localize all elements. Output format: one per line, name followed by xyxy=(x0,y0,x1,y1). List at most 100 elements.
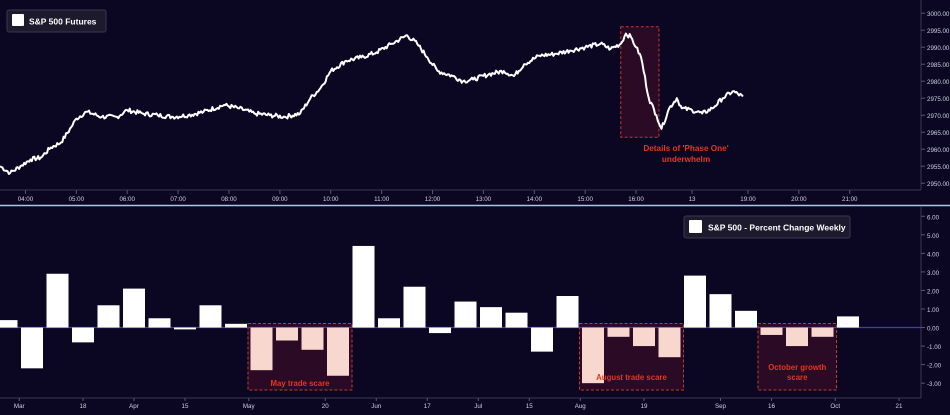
bottom-y-tick-label: 4.00 xyxy=(927,251,940,258)
weekly-bar xyxy=(607,327,630,337)
weekly-bar xyxy=(531,327,553,352)
phase-one-box xyxy=(620,26,660,138)
weekly-bar xyxy=(658,327,681,358)
top-y-axis-ticks: 2950.00 2955.00 2960.00 2965.00 2970.00 2975.… xyxy=(921,11,950,188)
bottom-x-tick-label: Mar xyxy=(14,403,25,410)
top-x-tick-label: 15:00 xyxy=(577,196,593,203)
bottom-legend-swatch xyxy=(689,220,702,233)
bottom-x-tick-label: 17 xyxy=(424,403,431,410)
bottom-x-tick-label: 15 xyxy=(182,403,189,410)
futures-price-line xyxy=(0,32,744,175)
bottom-y-axis-ticks: 6.00 5.00 4.00 3.00 2.00 1.00 0.00 -1.00 -2.00 -3… xyxy=(921,214,942,388)
bottom-x-tick-label: Oct xyxy=(830,403,840,410)
phase-one-annotation-line-1: Details of 'Phase One' xyxy=(643,144,728,153)
top-x-tick-label: 13 xyxy=(689,196,696,203)
weekly-bar xyxy=(352,245,375,328)
top-x-tick-label: 16:00 xyxy=(628,196,644,203)
bottom-y-tick-label: 1.00 xyxy=(927,307,940,314)
weekly-bar xyxy=(811,327,834,337)
top-y-tick-label: 2970.00 xyxy=(927,113,950,120)
bottom-x-tick-label: Sep xyxy=(715,403,727,410)
weekly-bar xyxy=(480,307,502,328)
weekly-bar xyxy=(735,310,757,328)
weekly-bar xyxy=(837,316,859,328)
bottom-x-tick-label: 15 xyxy=(526,403,533,410)
weekly-bar xyxy=(709,294,732,328)
bottom-x-tick-label: 19 xyxy=(641,403,648,410)
weekly-bar xyxy=(403,286,426,328)
bottom-legend-box xyxy=(683,215,851,239)
bottom-legend[interactable]: S&P 500 - Percent Change Weekly xyxy=(683,215,851,239)
top-y-tick-label: 2965.00 xyxy=(927,130,950,137)
weekly-bar xyxy=(276,327,298,341)
bottom-y-tick-label: 3.00 xyxy=(927,270,940,277)
top-y-tick-label: 2975.00 xyxy=(927,96,950,103)
top-legend-label: S&P 500 Futures xyxy=(29,17,97,27)
top-y-tick-label: 2985.00 xyxy=(927,62,950,69)
weekly-bars xyxy=(0,245,859,384)
top-x-tick-label: 12:00 xyxy=(425,196,441,203)
top-legend[interactable]: S&P 500 Futures xyxy=(6,9,107,33)
weekly-bar xyxy=(0,320,18,328)
bottom-x-tick-label: Apr xyxy=(129,403,139,410)
top-x-tick-label: 14:00 xyxy=(527,196,543,203)
top-x-tick-label: 19:00 xyxy=(740,196,756,203)
weekly-bar xyxy=(454,301,477,328)
weekly-change-panel: 6.00 5.00 4.00 3.00 2.00 1.00 0.00 -1.00 -2.00 -3… xyxy=(0,207,942,410)
scare-label: May trade scare xyxy=(271,379,331,388)
weekly-bar xyxy=(505,312,528,328)
bottom-x-tick-label: 16 xyxy=(768,403,775,410)
bottom-y-tick-label: 0.00 xyxy=(927,326,940,333)
weekly-bar xyxy=(582,327,604,384)
top-x-tick-label: 21:00 xyxy=(842,196,858,203)
bottom-legend-label: S&P 500 - Percent Change Weekly xyxy=(708,223,846,233)
bottom-y-tick-label: -3.00 xyxy=(927,381,942,388)
top-y-tick-label: 2955.00 xyxy=(927,164,950,171)
top-x-tick-label: 06:00 xyxy=(119,196,135,203)
scare-annotations: May trade scare August trade scare October… xyxy=(271,363,827,388)
top-x-tick-label: 20:00 xyxy=(791,196,807,203)
top-y-tick-label: 2995.00 xyxy=(927,28,950,35)
weekly-bar xyxy=(225,323,247,328)
bottom-y-tick-label: 5.00 xyxy=(927,233,940,240)
bottom-x-tick-label: May xyxy=(243,403,256,410)
weekly-bar xyxy=(633,327,655,347)
weekly-bar xyxy=(250,327,273,371)
bottom-y-tick-label: 6.00 xyxy=(927,214,940,221)
phase-one-annotation-line-2: underwhelm xyxy=(662,155,710,164)
weekly-bar xyxy=(148,318,171,328)
top-x-tick-label: 04:00 xyxy=(18,196,34,203)
top-legend-box xyxy=(6,9,107,33)
bottom-y-tick-label: 2.00 xyxy=(927,288,940,295)
bottom-x-tick-label: 18 xyxy=(80,403,87,410)
weekly-bar xyxy=(556,296,579,328)
scare-label: scare xyxy=(787,373,808,382)
top-x-tick-label: 10:00 xyxy=(323,196,339,203)
top-legend-swatch xyxy=(12,14,24,26)
scare-label: August trade scare xyxy=(596,373,667,382)
bottom-x-tick-label: 21 xyxy=(896,403,903,410)
top-x-tick-label: 09:00 xyxy=(272,196,288,203)
weekly-bar xyxy=(72,327,94,343)
weekly-bar xyxy=(199,305,222,328)
weekly-bar xyxy=(46,273,69,328)
weekly-bar xyxy=(378,318,400,328)
scare-label: October growth xyxy=(768,363,826,372)
top-x-tick-label: 11:00 xyxy=(374,196,390,203)
weekly-bar xyxy=(760,327,783,335)
top-y-tick-label: 2990.00 xyxy=(927,45,950,52)
futures-panel: 2950.00 2955.00 2960.00 2965.00 2970.00 2975.… xyxy=(0,0,950,203)
top-x-tick-label: 08:00 xyxy=(221,196,237,203)
bottom-x-tick-label: 20 xyxy=(322,403,329,410)
top-x-tick-label: 13:00 xyxy=(476,196,492,203)
weekly-bar xyxy=(429,327,451,334)
weekly-bar xyxy=(21,327,43,369)
weekly-bar xyxy=(174,327,196,330)
bottom-x-tick-label: Jun xyxy=(371,403,382,410)
bottom-y-tick-label: -2.00 xyxy=(927,363,942,370)
top-x-tick-label: 07:00 xyxy=(170,196,186,203)
weekly-bar xyxy=(684,275,706,328)
top-y-tick-label: 2950.00 xyxy=(927,181,950,188)
top-x-tick-label: 05:00 xyxy=(69,196,85,203)
